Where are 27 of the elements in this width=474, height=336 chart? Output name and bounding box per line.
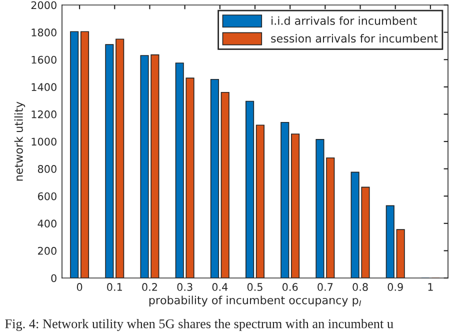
x-tick-label: 0.7 — [318, 283, 333, 291]
y-tick-label: 1800 — [32, 28, 56, 36]
x-tick-label: 0.3 — [177, 283, 192, 291]
x-tick-label: 0.5 — [247, 283, 262, 291]
y-tick-label: 1600 — [32, 56, 56, 64]
x-tick-label: 0.6 — [282, 283, 298, 291]
legend-label: i.i.d arrivals for incumbent — [272, 16, 417, 25]
x-axis-title: probability of incumbent occupancy p$_{I}$ — [149, 296, 362, 306]
legend-label: session arrivals for incumbent — [271, 34, 438, 43]
y-tick-label: 400 — [38, 220, 56, 228]
x-tick-label: 1 — [428, 283, 433, 291]
caption: Fig. 4: Network utility when 5G shares the spectrum with an incumbent u — [5, 318, 394, 331]
y-tick-label: 0 — [51, 274, 56, 282]
y-axis-title: network utility — [14, 102, 26, 181]
y-tick-label: 600 — [38, 192, 56, 200]
y-tick-label: 1000 — [32, 138, 56, 146]
x-tick-label: 0.1 — [107, 283, 122, 291]
x-tick-label: 0.4 — [212, 283, 228, 291]
x-tick-label: 0 — [76, 283, 82, 291]
y-tick-label: 1200 — [32, 110, 56, 118]
x-tick-label: 0.2 — [142, 283, 157, 291]
x-tick-label: 0.9 — [388, 283, 403, 291]
y-tick-label: 200 — [38, 246, 56, 255]
y-tick-label: 1400 — [32, 83, 56, 92]
x-tick-label: 0.8 — [352, 283, 368, 291]
y-tick-label: 2000 — [31, 1, 56, 10]
y-tick-label: 800 — [38, 165, 56, 173]
